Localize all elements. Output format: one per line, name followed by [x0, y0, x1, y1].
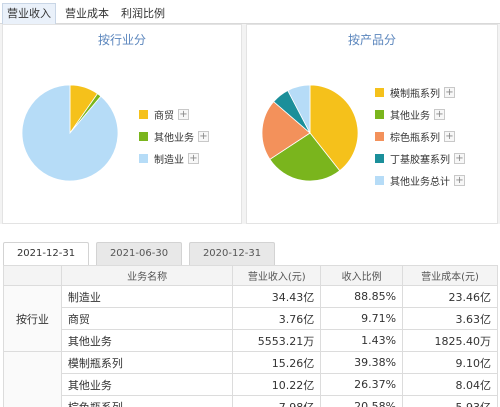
group-label-industry: 按行业 [3, 285, 62, 352]
header-cost: 营业成本(元) [402, 265, 498, 286]
row-name: 商贸 [60, 307, 234, 330]
tab-profit-ratio[interactable]: 利润比例 [121, 7, 165, 20]
plus-icon[interactable]: + [198, 130, 209, 142]
header-revenue-ratio: 收入比例 [320, 265, 404, 286]
legend-item-brown-bottle[interactable]: 棕色瓶系列 + [375, 129, 465, 144]
legend-item-molded-bottle[interactable]: 模制瓶系列 + [375, 85, 465, 100]
pie-slice-3[interactable] [21, 84, 119, 182]
date-tab-2020-12-31[interactable]: 2020-12-31 [189, 242, 275, 265]
industry-pie-chart [21, 84, 119, 182]
table-header-row: 业务名称 营业收入(元) 收入比例 营业成本(元) [3, 265, 498, 286]
legend-item-other[interactable]: 其他业务 + [375, 107, 465, 122]
legend-label: 其他业务 [154, 132, 194, 144]
plus-icon[interactable]: + [188, 152, 199, 164]
row-cost: 9.10亿 [402, 351, 498, 374]
plus-icon[interactable]: + [444, 130, 455, 142]
row-ratio: 20.58% [320, 395, 404, 407]
plus-icon[interactable]: + [454, 174, 465, 186]
row-revenue: 15.26亿 [232, 351, 322, 374]
row-cost: 5.93亿 [402, 395, 498, 407]
legend-label: 制造业 [154, 154, 184, 166]
row-name: 其他业务 [60, 373, 234, 396]
legend-swatch [139, 131, 148, 141]
row-revenue: 34.43亿 [232, 285, 322, 308]
row-name: 其他业务 [60, 329, 234, 352]
plus-icon[interactable]: + [454, 152, 465, 164]
industry-legend: 商贸 + 其他业务 + 制造业 + [139, 107, 209, 173]
date-tab-2021-06-30[interactable]: 2021-06-30 [96, 242, 182, 265]
header-business-name: 业务名称 [60, 265, 234, 286]
date-tab-2021-12-31[interactable]: 2021-12-31 [3, 242, 89, 265]
table-row: 商贸 3.76亿 9.71% 3.63亿 [4, 307, 498, 330]
row-name: 模制瓶系列 [60, 351, 234, 374]
row-ratio: 26.37% [320, 373, 404, 396]
product-chart-panel: 按产品分 模制瓶系列 + 其他业务 + 棕色瓶系列 + 丁基胶塞系列 + [246, 24, 498, 224]
legend-label: 商贸 [154, 110, 174, 122]
plus-icon[interactable]: + [444, 86, 455, 98]
row-revenue: 10.22亿 [232, 373, 322, 396]
row-ratio: 88.85% [320, 285, 404, 308]
row-ratio: 1.43% [320, 329, 404, 352]
plus-icon[interactable]: + [434, 108, 445, 120]
legend-item-trade[interactable]: 商贸 + [139, 107, 209, 122]
table-row: 其他业务 5553.21万 1.43% 1825.40万 [4, 329, 498, 352]
row-ratio: 9.71% [320, 307, 404, 330]
group-header [3, 265, 62, 286]
legend-item-butyl-stopper[interactable]: 丁基胶塞系列 + [375, 151, 465, 166]
business-composition-table: 业务名称 营业收入(元) 收入比例 营业成本(元) 按行业 制造业 34.43亿… [3, 265, 498, 407]
legend-item-other-total[interactable]: 其他业务总计 + [375, 173, 465, 188]
legend-swatch [139, 153, 148, 163]
table-row: 其他业务 10.22亿 26.37% 8.04亿 [4, 373, 498, 396]
legend-swatch [375, 131, 384, 141]
product-chart-title: 按产品分 [347, 33, 396, 47]
row-revenue: 3.76亿 [232, 307, 322, 330]
legend-swatch [375, 175, 384, 185]
row-cost: 3.63亿 [402, 307, 498, 330]
legend-swatch [375, 153, 384, 163]
product-pie-chart [261, 84, 359, 182]
group-label-product [3, 351, 62, 407]
row-revenue: 7.98亿 [232, 395, 322, 407]
legend-swatch [375, 109, 384, 119]
row-cost: 1825.40万 [402, 329, 498, 352]
table-row: 模制瓶系列 15.26亿 39.38% 9.10亿 [3, 351, 498, 407]
table-row: 棕色瓶系列 7.98亿 20.58% 5.93亿 [4, 395, 498, 407]
industry-chart-panel: 按行业分 商贸 + 其他业务 + 制造业 + [2, 24, 242, 224]
legend-label: 其他业务 [390, 110, 430, 122]
header-revenue: 营业收入(元) [232, 265, 322, 286]
pie-slice-1[interactable] [309, 84, 359, 172]
top-tab-bar: 营业收入 营业成本 利润比例 [0, 0, 500, 25]
industry-chart-title: 按行业分 [97, 33, 146, 47]
row-ratio: 39.38% [320, 351, 404, 374]
legend-label: 模制瓶系列 [390, 88, 440, 100]
product-legend: 模制瓶系列 + 其他业务 + 棕色瓶系列 + 丁基胶塞系列 + 其他业务总计 [375, 85, 465, 195]
legend-label: 丁基胶塞系列 [390, 154, 450, 166]
legend-label: 棕色瓶系列 [390, 132, 440, 144]
pie-slice-2[interactable] [269, 132, 341, 182]
report-date-tabs: 2021-12-31 2021-06-30 2020-12-31 [0, 240, 500, 265]
row-name: 棕色瓶系列 [60, 395, 234, 407]
pie-slice-5[interactable] [287, 84, 311, 134]
row-revenue: 5553.21万 [232, 329, 322, 352]
legend-swatch [139, 109, 148, 119]
tab-cost[interactable]: 营业成本 [65, 7, 109, 20]
legend-item-manufacturing[interactable]: 制造业 + [139, 151, 209, 166]
row-cost: 8.04亿 [402, 373, 498, 396]
legend-swatch [375, 87, 384, 97]
plus-icon[interactable]: + [178, 108, 189, 120]
row-name: 制造业 [60, 285, 234, 308]
chart-panels: 按行业分 商贸 + 其他业务 + 制造业 + 按产品分 [0, 24, 500, 224]
row-cost: 23.46亿 [402, 285, 498, 308]
pie-slice-3[interactable] [261, 101, 311, 160]
legend-item-other[interactable]: 其他业务 + [139, 129, 209, 144]
table-row: 按行业 制造业 34.43亿 88.85% 23.46亿 [3, 285, 498, 352]
tab-revenue[interactable]: 营业收入 [2, 3, 56, 25]
legend-label: 其他业务总计 [390, 176, 450, 188]
